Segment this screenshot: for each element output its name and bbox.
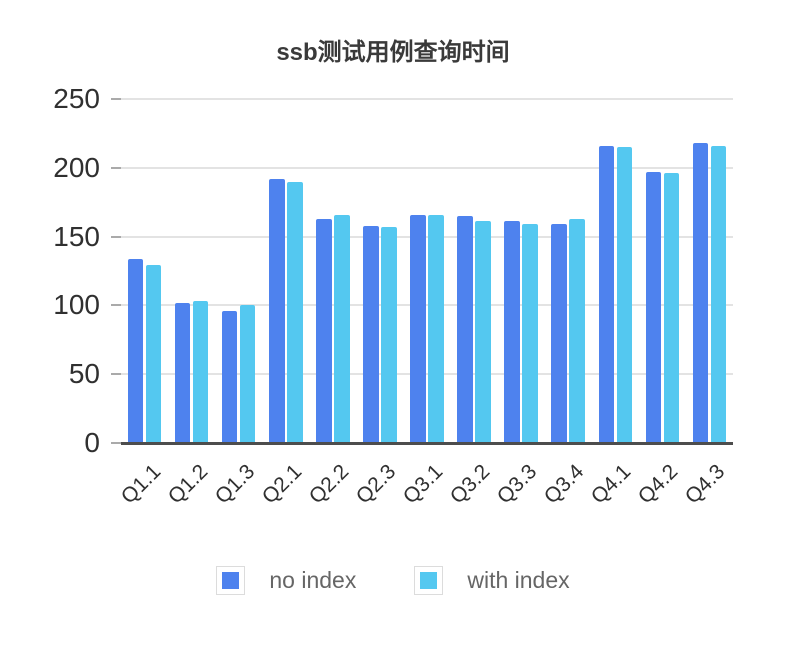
y-axis-tick (111, 166, 121, 169)
bar-Q1.1-no-index[interactable] (127, 258, 144, 443)
x-axis-label: Q3.1 (398, 460, 448, 509)
legend-swatch (414, 566, 444, 595)
gridline (121, 304, 733, 307)
y-axis-label: 250 (53, 83, 100, 114)
x-axis-label: Q1.2 (163, 460, 212, 509)
y-axis-tick (111, 373, 121, 376)
bar-Q3.1-no-index[interactable] (410, 214, 426, 443)
y-axis-tick (111, 442, 121, 444)
y-axis-tick (111, 235, 121, 238)
x-axis-label: Q3.3 (492, 460, 542, 509)
y-axis-label: 100 (53, 289, 100, 321)
bar-Q4.1-with-index[interactable] (616, 147, 633, 443)
bar-Q3.2-with-index[interactable] (475, 221, 491, 443)
y-axis-label: 200 (53, 151, 100, 183)
x-axis-label: Q2.3 (351, 460, 401, 509)
gridline (121, 373, 733, 376)
bar-Q1.3-with-index[interactable] (239, 305, 256, 443)
x-axis-label: Q3.4 (540, 460, 589, 509)
x-axis-label: Q2.2 (304, 460, 354, 509)
chart-title: ssb测试用例查询时间 (276, 39, 510, 66)
legend-label-with-index: with index (467, 567, 570, 593)
bar-Q3.4-no-index[interactable] (551, 224, 567, 443)
y-axis-tick (111, 98, 121, 100)
bar-Q2.1-with-index[interactable] (287, 181, 303, 443)
y-axis-tick (111, 304, 121, 307)
bar-Q2.2-no-index[interactable] (316, 218, 332, 443)
bar-Q4.1-no-index[interactable] (598, 145, 615, 443)
bar-Q2.3-with-index[interactable] (381, 226, 397, 443)
x-axis-label: Q1.1 (116, 460, 165, 509)
legend-item-no-index[interactable]: no index (216, 566, 356, 595)
legend-item-with-index[interactable]: with index (414, 566, 570, 595)
bar-Q4.3-no-index[interactable] (692, 143, 709, 443)
x-axis-line (121, 442, 733, 445)
bar-Q3.4-with-index[interactable] (569, 218, 585, 443)
bar-Q3.3-no-index[interactable] (504, 221, 520, 443)
x-axis-label: Q3.2 (445, 460, 495, 509)
x-axis-label: Q4.3 (681, 460, 730, 509)
bar-Q1.2-with-index[interactable] (192, 301, 209, 443)
gridline (121, 235, 733, 238)
gridline (121, 166, 733, 169)
gridline (121, 98, 733, 100)
bar-Q3.1-with-index[interactable] (428, 214, 444, 443)
bar-Q1.3-no-index[interactable] (221, 310, 238, 443)
bar-Q4.2-no-index[interactable] (645, 171, 662, 443)
x-axis-label: Q1.3 (210, 460, 259, 509)
bar-Q2.1-no-index[interactable] (269, 178, 285, 443)
bar-Q4.2-with-index[interactable] (663, 173, 680, 443)
legend-label-no-index: no index (269, 567, 357, 593)
bar-Q4.3-with-index[interactable] (710, 145, 727, 443)
legend-swatch (216, 566, 246, 595)
y-axis-label: 150 (53, 220, 100, 252)
bar-Q1.2-no-index[interactable] (174, 302, 191, 443)
x-axis-label: Q4.1 (587, 460, 636, 509)
legend-swatch-fill (420, 572, 438, 589)
x-axis-label: Q4.2 (634, 460, 683, 509)
bar-Q3.2-no-index[interactable] (457, 215, 473, 443)
bar-Q2.2-with-index[interactable] (334, 214, 350, 443)
y-axis-label: 0 (84, 427, 100, 458)
legend: no index with index (0, 566, 786, 595)
bar-Q2.3-no-index[interactable] (363, 225, 379, 443)
y-axis-label: 50 (68, 358, 100, 390)
bar-Q3.3-with-index[interactable] (522, 224, 538, 443)
bar-Q1.1-with-index[interactable] (145, 265, 162, 443)
x-axis-label: Q2.1 (257, 460, 307, 509)
legend-swatch-fill (222, 572, 240, 589)
